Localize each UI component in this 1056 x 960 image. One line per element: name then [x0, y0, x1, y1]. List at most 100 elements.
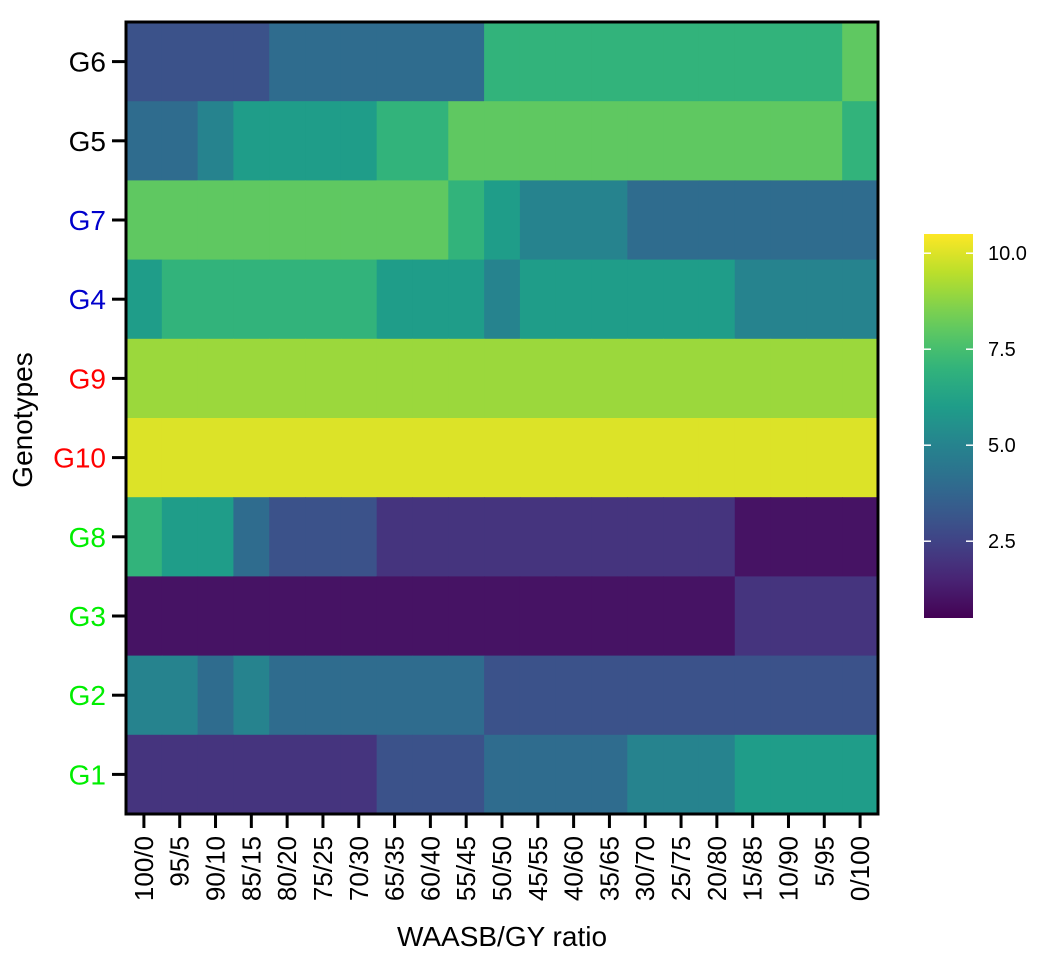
heatmap-cell-G7-18 [770, 180, 807, 261]
heatmap-cell-G7-4 [269, 180, 306, 261]
heatmap-cell-G3-3 [233, 576, 270, 657]
heatmap-cell-G5-13 [591, 101, 628, 181]
x-tick-label-1: 95/5 [165, 836, 195, 887]
heatmap-cell-G4-15 [663, 259, 700, 340]
heatmap-cell-G10-11 [519, 418, 557, 498]
heatmap-cell-G10-19 [806, 418, 843, 498]
heatmap-cell-G6-13 [591, 22, 628, 102]
heatmap-cell-G9-12 [555, 338, 593, 419]
heatmap-cell-G4-9 [448, 259, 485, 340]
heatmap-cell-G8-4 [269, 497, 306, 577]
heatmap-cell-G9-11 [519, 338, 557, 419]
heatmap-cell-G3-8 [412, 576, 449, 657]
x-tick-label-11: 45/55 [523, 836, 553, 901]
x-tick-label-8: 60/40 [415, 836, 445, 901]
heatmap-cell-G3-7 [376, 576, 414, 657]
heatmap-cell-G2-15 [663, 655, 700, 736]
heatmap-cell-G8-0 [126, 497, 163, 577]
heatmap-cell-G1-3 [233, 734, 270, 815]
heatmap-cell-G7-19 [806, 180, 843, 261]
heatmap-cell-G1-15 [663, 734, 700, 815]
x-tick-label-0: 100/0 [129, 836, 159, 901]
heatmap-cell-G7-7 [376, 180, 414, 261]
heatmap-cell-G6-18 [770, 22, 807, 102]
x-tick-label-6: 70/30 [344, 836, 374, 901]
heatmap-cell-G9-2 [197, 338, 235, 419]
heatmap-cell-G2-11 [519, 655, 557, 736]
heatmap-cell-G3-18 [770, 576, 807, 657]
heatmap-cell-G4-11 [519, 259, 557, 340]
heatmap-cell-G1-16 [698, 734, 736, 815]
heatmap-cell-G8-16 [698, 497, 736, 577]
heatmap-cell-G5-16 [698, 101, 736, 181]
x-tick-label-15: 25/75 [666, 836, 696, 901]
heatmap-cell-G7-10 [484, 180, 521, 261]
heatmap-cell-G1-8 [412, 734, 449, 815]
heatmap-cell-G3-9 [448, 576, 485, 657]
heatmap-cell-G4-14 [627, 259, 664, 340]
heatmap-cell-G6-10 [484, 22, 521, 102]
heatmap-cell-G8-14 [627, 497, 664, 577]
heatmap-cell-G3-17 [734, 576, 772, 657]
heatmap-cell-G6-9 [448, 22, 485, 102]
heatmap-cell-G8-9 [448, 497, 485, 577]
heatmap-cell-G1-2 [197, 734, 235, 815]
x-tick-label-20: 0/100 [845, 836, 875, 901]
heatmap-cell-G7-8 [412, 180, 449, 261]
y-tick-label-G4: G4 [69, 284, 106, 315]
heatmap-cell-G6-5 [305, 22, 342, 102]
heatmap-cell-G2-3 [233, 655, 270, 736]
heatmap-cell-G8-15 [663, 497, 700, 577]
heatmap-cell-G8-20 [842, 497, 879, 577]
heatmap-cell-G9-7 [376, 338, 414, 419]
heatmap-cell-G8-7 [376, 497, 414, 577]
heatmap-cell-G8-6 [340, 497, 378, 577]
heatmap-cell-G7-15 [663, 180, 700, 261]
heatmap-cell-G3-20 [842, 576, 879, 657]
heatmap-cell-G1-5 [305, 734, 342, 815]
heatmap-cell-G6-20 [842, 22, 879, 102]
heatmap-cell-G8-12 [555, 497, 593, 577]
heatmap-cell-G3-16 [698, 576, 736, 657]
x-tick-label-13: 35/65 [594, 836, 624, 901]
heatmap-cell-G5-7 [376, 101, 414, 181]
heatmap-cell-G6-3 [233, 22, 270, 102]
heatmap-cell-G4-4 [269, 259, 306, 340]
heatmap-cell-G5-9 [448, 101, 485, 181]
y-tick-label-G3: G3 [69, 601, 106, 632]
heatmap-cell-G5-11 [519, 101, 557, 181]
heatmap-cell-G8-1 [161, 497, 199, 577]
heatmap-cell-G6-11 [519, 22, 557, 102]
heatmap-cell-G10-13 [591, 418, 628, 498]
heatmap-cell-G7-17 [734, 180, 772, 261]
heatmap-cell-G2-1 [161, 655, 199, 736]
heatmap-cell-G8-2 [197, 497, 235, 577]
heatmap-cell-G1-7 [376, 734, 414, 815]
heatmap-cell-G3-11 [519, 576, 557, 657]
x-tick-label-18: 10/90 [774, 836, 804, 901]
heatmap-cell-G2-17 [734, 655, 772, 736]
heatmap-cell-G5-4 [269, 101, 306, 181]
heatmap-cell-G9-10 [484, 338, 521, 419]
heatmap-cell-G2-18 [770, 655, 807, 736]
y-tick-label-G7: G7 [69, 205, 106, 236]
heatmap-cell-G8-13 [591, 497, 628, 577]
y-tick-label-G5: G5 [69, 126, 106, 157]
heatmap-cell-G6-1 [161, 22, 199, 102]
heatmap-cell-G2-16 [698, 655, 736, 736]
heatmap-cell-G6-14 [627, 22, 664, 102]
heatmap-cell-G1-14 [627, 734, 664, 815]
x-tick-label-3: 85/15 [236, 836, 266, 901]
heatmap-cell-G6-19 [806, 22, 843, 102]
heatmap-cell-G8-18 [770, 497, 807, 577]
heatmap-cell-G5-15 [663, 101, 700, 181]
heatmap-cell-G10-15 [663, 418, 700, 498]
heatmap-cell-G5-19 [806, 101, 843, 181]
heatmap-cell-G10-7 [376, 418, 414, 498]
heatmap-cell-G9-16 [698, 338, 736, 419]
x-tick-label-2: 90/10 [201, 836, 231, 901]
heatmap-cell-G9-1 [161, 338, 199, 419]
heatmap-cell-G7-0 [126, 180, 163, 261]
y-tick-label-G2: G2 [69, 680, 106, 711]
